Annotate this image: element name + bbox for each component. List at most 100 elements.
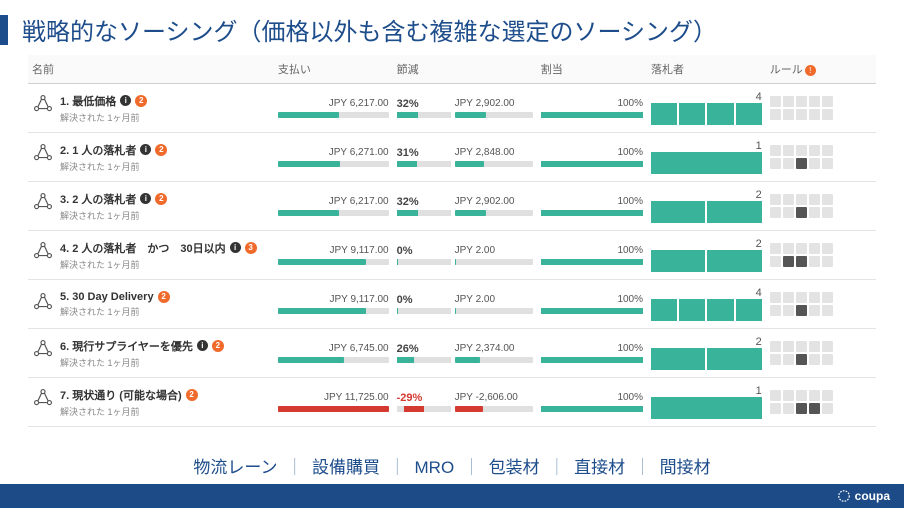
save-amount: JPY 2.00 bbox=[455, 245, 533, 256]
save-bar bbox=[397, 406, 451, 412]
winner-boxes bbox=[651, 250, 762, 272]
pay-bar bbox=[278, 259, 389, 265]
alloc-percent: 100% bbox=[541, 147, 643, 158]
scenario-subtitle: 解決された 1ヶ月前 bbox=[60, 405, 198, 418]
alloc-bar bbox=[541, 406, 643, 412]
title-bar: 戦略的なソーシング（価格以外も含む複雑な選定のソーシング） bbox=[0, 0, 904, 55]
category-item: 設備購買 bbox=[312, 458, 380, 477]
rule-grid bbox=[770, 390, 872, 414]
rule-grid bbox=[770, 292, 872, 316]
scenario-subtitle: 解決された 1ヶ月前 bbox=[60, 160, 167, 173]
save-amount: JPY 2,902.00 bbox=[455, 98, 533, 109]
winner-boxes bbox=[651, 103, 762, 125]
pay-bar bbox=[278, 357, 389, 363]
scenario-subtitle: 解決された 1ヶ月前 bbox=[60, 356, 224, 369]
scenario-subtitle: 解決された 1ヶ月前 bbox=[60, 305, 170, 318]
badge-count: 2 bbox=[158, 291, 170, 303]
table-row[interactable]: 7. 現状通り (可能な場合) 2解決された 1ヶ月前JPY 11,725.00… bbox=[28, 378, 876, 427]
save-amount-bar bbox=[455, 210, 533, 216]
category-item: 物流レーン bbox=[193, 458, 277, 477]
badge-count: 2 bbox=[212, 340, 224, 352]
badge-count: 2 bbox=[186, 389, 198, 401]
category-list: 物流レーン ｜ 設備購買 ｜ MRO ｜ 包装材 ｜ 直接材 ｜ 間接材 bbox=[0, 445, 904, 484]
winner-count: 4 bbox=[756, 287, 762, 299]
pay-bar bbox=[278, 210, 389, 216]
page-title: 戦略的なソーシング（価格以外も含む複雑な選定のソーシング） bbox=[22, 12, 717, 47]
winner-count: 2 bbox=[756, 238, 762, 250]
info-icon[interactable]: i bbox=[120, 95, 131, 106]
alloc-percent: 100% bbox=[541, 196, 643, 207]
save-amount: JPY 2.00 bbox=[455, 294, 533, 305]
winner-count: 2 bbox=[756, 189, 762, 201]
save-bar bbox=[397, 210, 451, 216]
save-bar bbox=[397, 112, 451, 118]
info-icon[interactable]: i bbox=[140, 193, 151, 204]
pay-amount: JPY 6,217.00 bbox=[329, 98, 389, 109]
pay-amount: JPY 9,117.00 bbox=[330, 294, 389, 305]
scenario-icon bbox=[32, 191, 54, 216]
winner-count: 4 bbox=[756, 91, 762, 103]
scenario-title: 2. 1 人の落札者 i 2 bbox=[60, 142, 167, 158]
category-item: 直接材 bbox=[574, 458, 625, 477]
rule-grid bbox=[770, 96, 872, 120]
scenario-title: 1. 最低価格 i 2 bbox=[60, 93, 147, 109]
pay-amount: JPY 9,117.00 bbox=[330, 245, 389, 256]
save-percent: -29% bbox=[397, 392, 451, 404]
scenario-subtitle: 解決された 1ヶ月前 bbox=[60, 258, 257, 271]
table-row[interactable]: 4. 2 人の落札者 かつ 30日以内 i 3解決された 1ヶ月前JPY 9,1… bbox=[28, 231, 876, 280]
save-bar bbox=[397, 259, 451, 265]
table-row[interactable]: 2. 1 人の落札者 i 2解決された 1ヶ月前JPY 6,271.0031%J… bbox=[28, 133, 876, 182]
rule-grid bbox=[770, 145, 872, 169]
alloc-bar bbox=[541, 210, 643, 216]
save-amount-bar bbox=[455, 112, 533, 118]
pay-amount: JPY 6,745.00 bbox=[329, 343, 389, 354]
winner-boxes bbox=[651, 348, 762, 370]
footer-bar: coupa bbox=[0, 484, 904, 508]
scenario-subtitle: 解決された 1ヶ月前 bbox=[60, 111, 147, 124]
scenario-icon bbox=[32, 240, 54, 265]
rule-grid bbox=[770, 243, 872, 267]
scenario-icon bbox=[32, 291, 54, 316]
table-row[interactable]: 5. 30 Day Delivery 2解決された 1ヶ月前JPY 9,117.… bbox=[28, 280, 876, 329]
alloc-bar bbox=[541, 308, 643, 314]
save-bar bbox=[397, 357, 451, 363]
scenario-subtitle: 解決された 1ヶ月前 bbox=[60, 209, 167, 222]
alloc-percent: 100% bbox=[541, 98, 643, 109]
save-amount-bar bbox=[455, 161, 533, 167]
winner-boxes bbox=[651, 201, 762, 223]
badge-count: 2 bbox=[155, 193, 167, 205]
pay-bar bbox=[278, 406, 389, 412]
info-icon[interactable]: i bbox=[140, 144, 151, 155]
save-amount-bar bbox=[455, 406, 533, 412]
header-pay[interactable]: 支払い bbox=[274, 55, 393, 84]
badge-count: 3 bbox=[245, 242, 257, 254]
save-amount: JPY 2,374.00 bbox=[455, 343, 533, 354]
category-item: 間接材 bbox=[660, 458, 711, 477]
alloc-percent: 100% bbox=[541, 392, 643, 403]
winner-boxes bbox=[651, 152, 762, 174]
category-item: MRO bbox=[415, 458, 455, 477]
pay-bar bbox=[278, 161, 389, 167]
header-save[interactable]: 節減 bbox=[393, 55, 537, 84]
table-row[interactable]: 1. 最低価格 i 2解決された 1ヶ月前JPY 6,217.0032%JPY … bbox=[28, 84, 876, 133]
footer-brand: coupa bbox=[855, 489, 890, 503]
save-amount-bar bbox=[455, 357, 533, 363]
header-alloc[interactable]: 割当 bbox=[537, 55, 647, 84]
scenario-title: 6. 現行サプライヤーを優先 i 2 bbox=[60, 338, 224, 354]
alloc-bar bbox=[541, 161, 643, 167]
info-icon[interactable]: i bbox=[197, 340, 208, 351]
save-amount: JPY 2,902.00 bbox=[455, 196, 533, 207]
header-winner[interactable]: 落札者 bbox=[647, 55, 766, 84]
title-accent bbox=[0, 15, 8, 45]
save-percent: 26% bbox=[397, 343, 451, 355]
badge-count: 2 bbox=[155, 144, 167, 156]
winner-boxes bbox=[651, 397, 762, 419]
table-row[interactable]: 6. 現行サプライヤーを優先 i 2 解決された 1ヶ月前 JPY 6,745.00… bbox=[28, 329, 876, 378]
header-rules[interactable]: ルール! bbox=[766, 55, 876, 84]
table-row[interactable]: 3. 2 人の落札者 i 2解決された 1ヶ月前JPY 6,217.0032%J… bbox=[28, 182, 876, 231]
header-name[interactable]: 名前 bbox=[28, 55, 274, 84]
scenario-title: 7. 現状通り (可能な場合) 2 bbox=[60, 387, 198, 403]
pay-amount: JPY 6,271.00 bbox=[329, 147, 389, 158]
info-icon[interactable]: i bbox=[230, 242, 241, 253]
warning-icon: ! bbox=[805, 65, 816, 76]
